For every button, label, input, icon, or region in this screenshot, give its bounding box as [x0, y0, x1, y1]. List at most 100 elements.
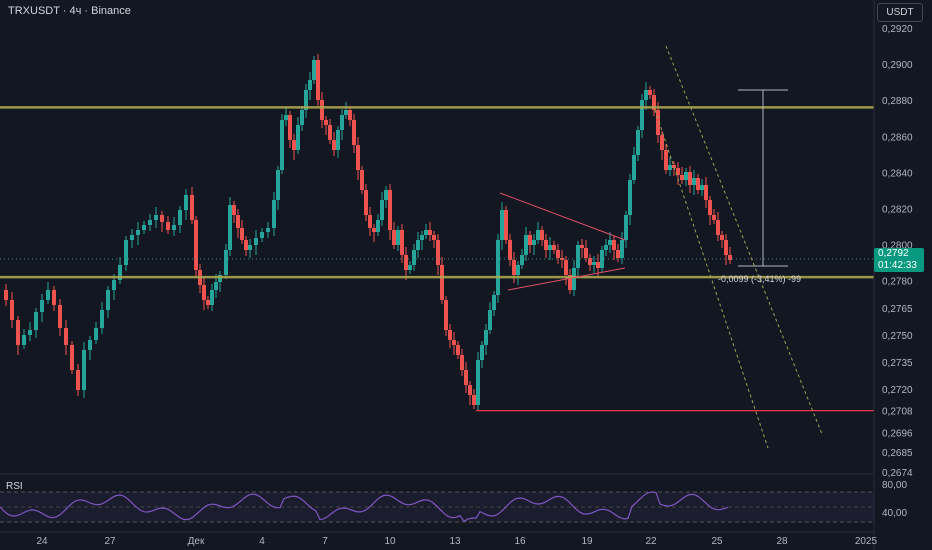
y-tick-label: 0,2900: [882, 60, 913, 71]
x-tick-label: 13: [449, 536, 461, 547]
candle-body: [348, 110, 352, 120]
candle-body: [224, 250, 228, 275]
candle-body: [76, 370, 80, 390]
candles: [4, 54, 732, 411]
candle-body: [172, 225, 176, 230]
candle-body: [360, 170, 364, 190]
candle-body: [460, 355, 464, 370]
y-tick-label: 0,2765: [882, 304, 913, 315]
y-tick-label: 0,2696: [882, 428, 913, 439]
candle-body: [4, 290, 8, 300]
candle-body: [384, 190, 388, 200]
candle-body: [568, 275, 572, 290]
candle-body: [612, 240, 616, 250]
candle-body: [724, 240, 728, 255]
candle-body: [112, 280, 116, 290]
candle-body: [556, 250, 560, 258]
candle-body: [292, 140, 296, 150]
candle-body: [130, 235, 134, 240]
candle-body: [628, 180, 632, 215]
candle-body: [508, 240, 512, 260]
x-tick-label: 2025: [855, 536, 878, 547]
x-tick-label: 4: [259, 536, 265, 547]
candle-body: [284, 115, 288, 120]
candle-body: [620, 240, 624, 258]
y-tick-label: 0,2674: [882, 468, 913, 479]
candle-body: [272, 200, 276, 228]
candle-body: [260, 232, 264, 238]
candle-body: [266, 228, 270, 232]
candle-body: [560, 258, 564, 260]
x-tick-label: 24: [36, 536, 48, 547]
candle-body: [644, 90, 648, 100]
channel-upper: [665, 45, 823, 435]
candle-body: [190, 195, 194, 220]
x-tick-label: 19: [581, 536, 593, 547]
currency-button[interactable]: USDT: [877, 3, 923, 22]
y-tick-label: 0,2708: [882, 407, 913, 418]
candle-body: [202, 285, 206, 300]
candle-body: [332, 140, 336, 150]
candle-body: [544, 240, 548, 250]
candle-body: [496, 240, 500, 295]
candle-body: [194, 220, 198, 270]
candle-body: [592, 262, 596, 265]
candle-body: [712, 215, 716, 220]
candle-body: [624, 215, 628, 240]
candle-body: [728, 255, 732, 260]
candle-body: [412, 250, 416, 265]
y-tick-label: 0,2750: [882, 331, 913, 342]
candle-body: [296, 125, 300, 150]
price-axis: 0,2920 0,2900 0,2880 0,2860 0,2840 0,2820 0,28…: [873, 0, 913, 550]
candle-body: [52, 290, 56, 305]
candle-body: [22, 335, 26, 345]
candle-body: [444, 300, 448, 330]
candle-body: [178, 210, 182, 225]
candle-body: [548, 245, 552, 250]
candle-body: [16, 320, 20, 345]
candle-body: [352, 120, 356, 145]
candle-body: [580, 245, 584, 248]
candle-body: [476, 360, 480, 405]
candle-body: [468, 385, 472, 395]
rsi-label: RSI: [6, 481, 23, 492]
candle-body: [276, 170, 280, 200]
candle-body: [232, 205, 236, 215]
candle-body: [340, 115, 344, 130]
candle-body: [34, 312, 38, 330]
candle-body: [324, 120, 328, 125]
candle-body: [688, 172, 692, 185]
candle-body: [28, 330, 32, 335]
candle-body: [500, 210, 504, 240]
x-tick-label: 27: [104, 536, 116, 547]
candle-body: [708, 200, 712, 215]
candle-body: [672, 165, 676, 168]
candle-body: [512, 260, 516, 275]
candle-body: [464, 370, 468, 385]
candle-body: [420, 235, 424, 240]
candle-body: [636, 130, 640, 155]
candle-body: [480, 345, 484, 360]
last-price-badge: 0,2792 01:42:33: [874, 248, 924, 272]
measure-label: -0,0099 (-3,41%) -99: [718, 274, 801, 284]
candle-body: [640, 100, 644, 130]
candle-body: [240, 228, 244, 240]
candle-body: [64, 328, 68, 345]
candle-body: [106, 290, 110, 310]
candle-body: [206, 300, 210, 305]
candle-body: [244, 240, 248, 250]
candle-body: [600, 250, 604, 268]
triangle-lower: [507, 267, 626, 291]
candle-body: [160, 215, 164, 222]
candle-body: [316, 60, 320, 100]
candle-body: [184, 195, 188, 210]
candle-body: [604, 245, 608, 250]
candle-body: [648, 90, 652, 95]
x-tick-label: 16: [514, 536, 526, 547]
candle-body: [372, 228, 376, 232]
channel-lower: [654, 109, 769, 449]
candle-body: [254, 238, 258, 245]
candle-body: [720, 235, 724, 240]
candle-body: [696, 178, 700, 190]
